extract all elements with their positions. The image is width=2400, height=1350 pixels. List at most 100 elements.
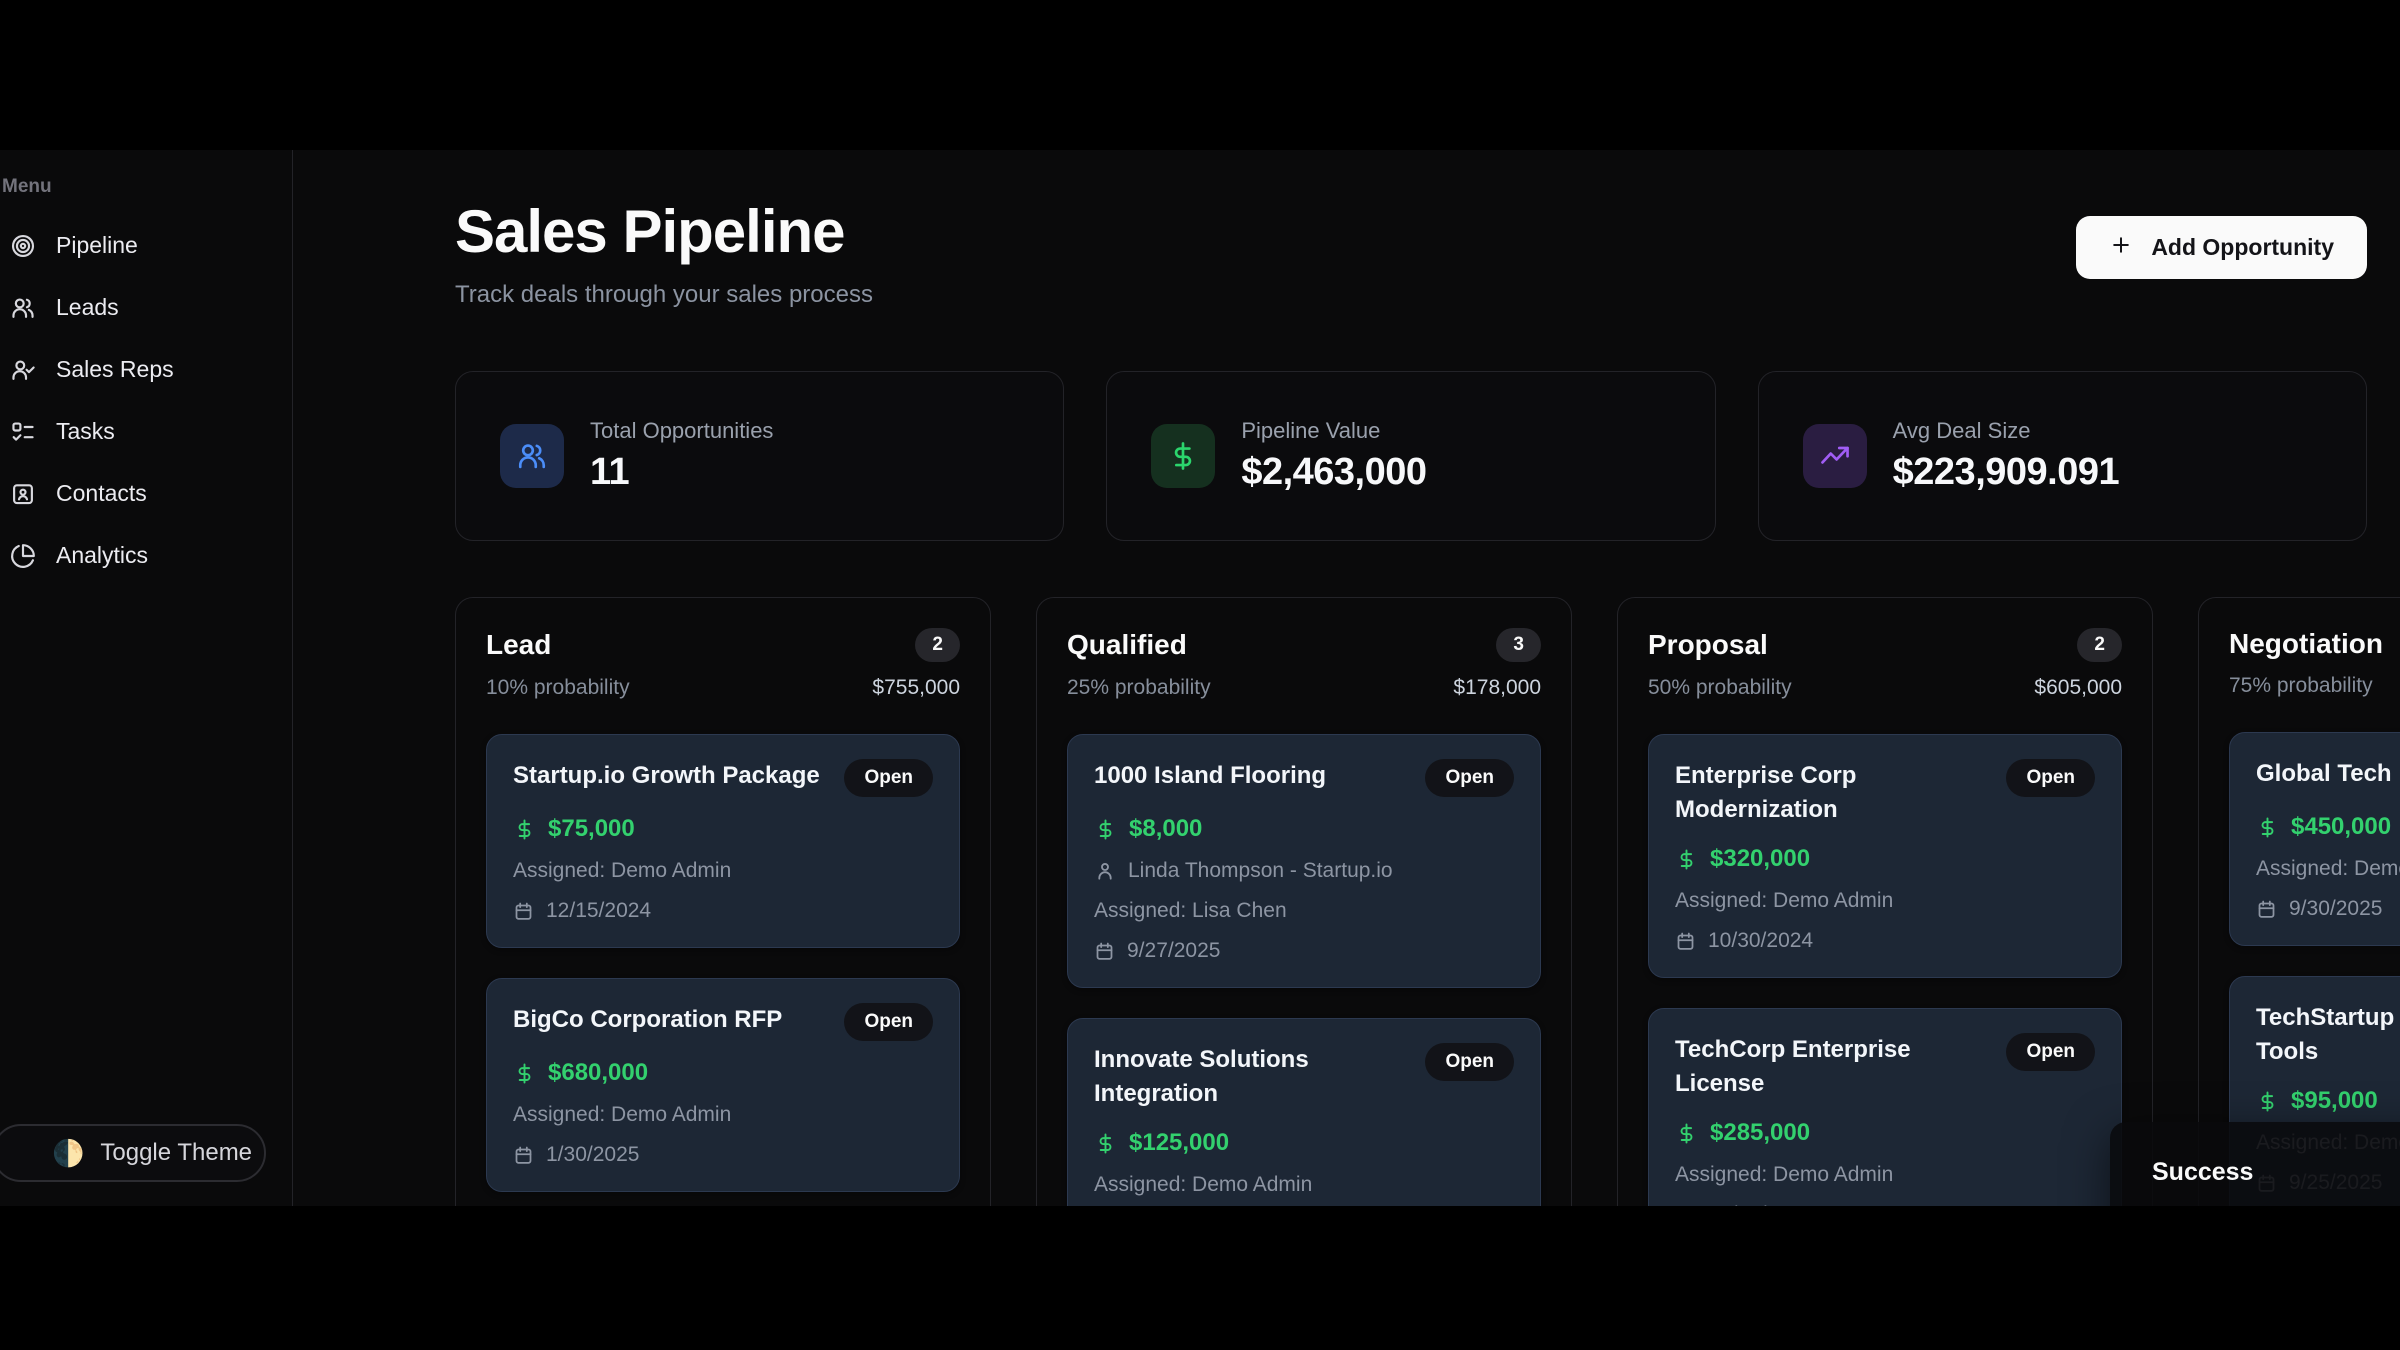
column-header: Negotiation [2229,628,2400,660]
column-subheader: 75% probability [2229,674,2400,698]
sidebar-item-sales-reps[interactable]: Sales Reps [0,344,292,395]
opportunity-card[interactable]: BigCo Corporation RFP Open $680,000 Assigne… [486,978,960,1192]
stat-text: Total Opportunities 11 [590,418,773,494]
opportunity-card[interactable]: 1000 Island Flooring Open $8,000 Linda Thom… [1067,734,1541,988]
add-opportunity-label: Add Opportunity [2151,234,2334,260]
sidebar-item-leads[interactable]: Leads [0,282,292,333]
success-toast: Success [2110,1122,2400,1206]
date-row: 12/15/2024 [513,899,933,923]
calendar-icon [515,902,532,920]
toast-title: Success [2152,1158,2254,1186]
assigned-row: Assigned: Demo Admin [513,1103,933,1127]
status-badge: Open [1425,759,1514,797]
deal-value-row: $450,000 [2256,813,2400,841]
card-header: Startup.io Growth Package Open [513,759,933,797]
column-total-value: $605,000 [2034,676,2122,699]
page-header: Sales Pipeline Track deals through your … [455,200,2367,309]
sidebar-item-contacts[interactable]: Contacts [0,468,292,519]
column-cards: Enterprise Corp Modernization Open $320,00… [1648,734,2122,1206]
contact-card-icon [13,483,33,504]
menu-label: Menu [2,176,52,197]
dollar-icon [1099,819,1112,839]
column-probability: 50% probability [1648,676,1792,699]
calendar-icon [1675,1205,1696,1206]
pipeline-column-negotiation: Negotiation 75% probability Global TechOpe… [2198,597,2400,1206]
column-title: Negotiation [2229,628,2383,659]
opportunity-card[interactable]: Innovate Solutions Integration Open $125,0… [1067,1018,1541,1206]
card-header: TechStartup ToolsOpen [2256,1001,2400,1069]
sidebar-item-label: Analytics [56,542,149,568]
plus-icon [2109,233,2133,263]
contact-name: Linda Thompson - Startup.io [1128,859,1393,882]
card-title: Enterprise Corp Modernization [1675,762,1857,824]
assigned-row: Assigned: Demo Admin [513,859,933,883]
close-date: 12/15/2024 [546,899,652,922]
pipeline-board: Lead 2 10% probability $755,000 Startup.io G… [455,597,2400,1206]
opportunity-card[interactable]: Global TechOpen $450,000 Assigned: Demo Ad… [2229,732,2400,946]
card-header: BigCo Corporation RFP Open [513,1003,933,1041]
deal-value-row: $320,000 [1675,845,2095,873]
column-total-value: $755,000 [872,676,960,699]
stat-text: Pipeline Value $2,463,000 [1241,418,1427,494]
close-date: 9/27/2025 [1127,939,1221,962]
card-title: 1000 Island Flooring [1094,762,1327,789]
stat-card: Pipeline Value $2,463,000 [1106,371,1716,541]
sidebar: Menu Pipeline Leads Sales Reps Tasks Contact… [0,150,293,1206]
user-check-icon [12,359,35,380]
stat-card: Avg Deal Size $223,909.091 [1757,371,2367,541]
deal-value: $75,000 [548,815,635,842]
assigned-text: Assigned: Demo Admin [513,859,732,882]
assigned-row: Assigned: Demo Admin [2256,857,2400,881]
card-title: Innovate Solutions Integration [1094,1046,1309,1108]
assigned-row: Assigned: Lisa Chen [1094,899,1514,923]
status-badge: Open [1425,1043,1514,1081]
list-todo-icon [12,421,34,441]
column-subheader: 10% probability $755,000 [486,676,960,700]
column-header: Proposal 2 [1648,628,2122,662]
card-title: Global Tech [2256,760,2392,787]
opportunity-card[interactable]: Enterprise Corp Modernization Open $320,00… [1648,734,2122,979]
sidebar-item-tasks[interactable]: Tasks [0,406,292,457]
column-count-badge: 3 [1496,628,1541,662]
opportunity-card[interactable]: Startup.io Growth Package Open $75,000 Assi… [486,734,960,948]
toggle-theme-button[interactable]: 🌓 Toggle Theme [0,1124,266,1182]
date-row: 9/30/2025 [2256,897,2400,921]
column-probability: 25% probability [1067,676,1211,699]
sidebar-item-pipeline[interactable]: Pipeline [0,220,292,271]
stats-row: Total Opportunities 11 Pipeline Value $2,46… [455,371,2367,541]
dollar-icon [2261,1091,2274,1112]
users-icon [12,297,34,318]
date-row: 1/30/2025 [513,1143,933,1167]
dollar-icon [2261,817,2274,837]
column-subheader: 50% probability $605,000 [1648,676,2122,700]
stat-label: Total Opportunities [590,418,774,443]
pipeline-column-qualified: Qualified 3 25% probability $178,000 1000 Is… [1036,597,1572,1206]
stat-icon-tile [1802,424,1867,488]
deal-value-row: $680,000 [513,1059,933,1087]
assigned-row: Assigned: Demo Admin [1675,1163,2095,1187]
app-window: Menu Pipeline Leads Sales Reps Tasks Contact… [0,150,2400,1206]
status-badge: Open [844,1003,933,1041]
close-date: 10/30/2024 [1708,929,1814,953]
page-title: Sales Pipeline [455,198,846,265]
opportunity-card[interactable]: TechCorp Enterprise License Open $285,000 A… [1648,1008,2122,1206]
dollar-icon [1099,1133,1112,1154]
dollar-icon [1175,442,1192,470]
column-probability: 75% probability [2229,674,2373,697]
card-header: TechCorp Enterprise License Open [1675,1033,2095,1101]
card-title: TechStartup Tools [2256,1004,2395,1066]
deal-value: $680,000 [548,1059,649,1086]
column-cards: 1000 Island Flooring Open $8,000 Linda Thom… [1067,734,1541,1206]
deal-value: $8,000 [1129,815,1203,842]
column-title: Proposal [1648,629,1768,660]
column-title: Lead [486,629,552,660]
add-opportunity-button[interactable]: Add Opportunity [2076,216,2367,279]
status-badge: Open [2006,759,2095,797]
sidebar-item-analytics[interactable]: Analytics [0,530,292,581]
deal-value-row: $125,000 [1094,1129,1514,1157]
sidebar-item-label: Sales Reps [56,356,174,382]
sidebar-item-label: Tasks [56,418,115,444]
card-header: 1000 Island Flooring Open [1094,759,1514,797]
assigned-text: Assigned: Lisa Chen [1094,899,1287,922]
deal-value-row: $8,000 [1094,815,1514,843]
